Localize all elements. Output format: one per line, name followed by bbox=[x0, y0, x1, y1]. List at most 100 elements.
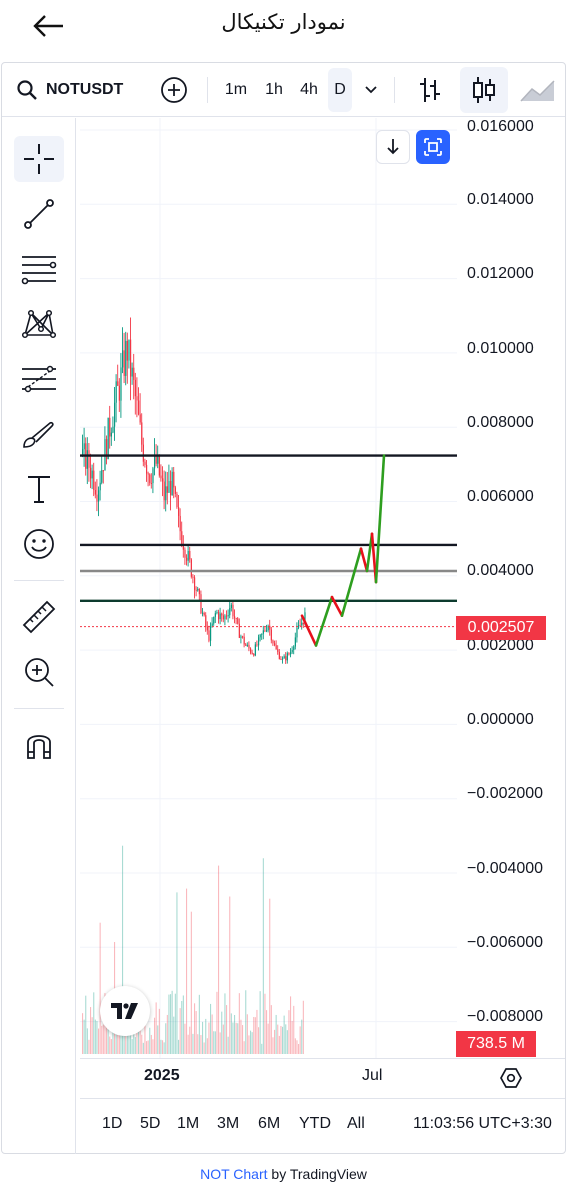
timeframe-d[interactable]: D bbox=[328, 68, 352, 112]
volume-bar bbox=[278, 1035, 280, 1054]
volume-bar bbox=[226, 1005, 228, 1054]
area-chart-type-button[interactable] bbox=[518, 63, 558, 117]
candle-body bbox=[106, 439, 108, 459]
text-tool[interactable] bbox=[14, 466, 64, 512]
volume-bar bbox=[243, 1041, 245, 1054]
time-axis-label: Jul bbox=[362, 1067, 383, 1084]
volume-bar bbox=[301, 1019, 303, 1054]
range-all[interactable]: All bbox=[347, 1115, 365, 1132]
toolbar-divider bbox=[207, 77, 208, 103]
volume-bar bbox=[222, 1024, 224, 1054]
fib-levels-tool[interactable] bbox=[14, 246, 64, 292]
volume-bar bbox=[248, 1035, 250, 1054]
magnet-icon bbox=[27, 735, 51, 759]
volume-bar bbox=[211, 1014, 213, 1054]
volume-bar bbox=[154, 1017, 156, 1054]
symbol-chart-link[interactable]: NOT Chart bbox=[200, 1166, 268, 1182]
range-1m[interactable]: 1M bbox=[177, 1115, 200, 1132]
volume-bar bbox=[290, 996, 292, 1054]
chevron-down-icon bbox=[365, 86, 377, 94]
drawing-toolbar bbox=[2, 118, 76, 1154]
volume-bar bbox=[157, 1025, 159, 1054]
measure-tool[interactable] bbox=[14, 594, 64, 640]
price-axis[interactable]: 0.016000 0.014000 0.012000 0.010000 0.00… bbox=[457, 118, 565, 1058]
scroll-to-realtime-button[interactable] bbox=[376, 130, 410, 164]
magnet-mode-tool[interactable] bbox=[14, 722, 64, 768]
bars-chart-type-button[interactable] bbox=[410, 63, 450, 117]
candle-body bbox=[142, 444, 144, 462]
price-axis-label: 0.006000 bbox=[467, 488, 534, 505]
volume-bar bbox=[134, 1037, 136, 1054]
chart-clock[interactable]: 11:03:56 UTC+3:30 bbox=[413, 1115, 552, 1132]
volume-bar bbox=[266, 1010, 268, 1054]
candle-body bbox=[146, 464, 148, 474]
candle-body bbox=[195, 589, 197, 591]
crosshair-tool[interactable] bbox=[14, 136, 64, 182]
range-1d[interactable]: 1D bbox=[102, 1115, 123, 1132]
volume-bar bbox=[130, 1024, 132, 1054]
candle-body bbox=[118, 385, 120, 401]
volume-bar bbox=[206, 1038, 208, 1054]
symbol-search-button[interactable]: NOTUSDT bbox=[16, 63, 146, 117]
chart-pane[interactable] bbox=[80, 118, 457, 1058]
candle-body bbox=[285, 656, 287, 661]
ruler-icon bbox=[22, 600, 56, 634]
volume-bar bbox=[251, 1032, 253, 1054]
emoji-tool[interactable] bbox=[14, 521, 64, 567]
range-6m[interactable]: 6M bbox=[258, 1115, 281, 1132]
candle-body bbox=[304, 612, 306, 625]
candle-body bbox=[293, 646, 295, 651]
compare-symbol-button[interactable] bbox=[154, 63, 194, 117]
volume-bar bbox=[176, 892, 178, 1054]
range-3m[interactable]: 3M bbox=[217, 1115, 240, 1132]
volume-bar bbox=[262, 858, 264, 1054]
volume-bar bbox=[259, 991, 261, 1054]
timeframe-4h[interactable]: 4h bbox=[300, 81, 318, 98]
forecast-icon bbox=[22, 365, 56, 393]
auto-scale-button[interactable] bbox=[416, 130, 450, 164]
candle-body bbox=[150, 482, 152, 484]
candle-body bbox=[91, 470, 93, 479]
volume-bar bbox=[106, 1018, 108, 1054]
range-5d[interactable]: 5D bbox=[140, 1115, 161, 1132]
volume-bar bbox=[195, 1011, 197, 1054]
volume-bar bbox=[190, 911, 192, 1054]
last-price-label: 0.002507 bbox=[456, 616, 546, 640]
volume-bar bbox=[272, 1037, 274, 1054]
volume-bar bbox=[163, 1042, 165, 1054]
forecast-tool[interactable] bbox=[14, 356, 64, 402]
timeframe-1h[interactable]: 1h bbox=[265, 81, 283, 98]
candle-body bbox=[274, 643, 276, 646]
volume-bar bbox=[192, 1033, 194, 1054]
candle-body bbox=[282, 658, 284, 660]
volume-bar bbox=[85, 995, 87, 1054]
volume-bar bbox=[152, 1039, 154, 1054]
zoom-in-tool[interactable] bbox=[14, 649, 64, 695]
chart-settings-button[interactable] bbox=[498, 1065, 524, 1091]
trend-line-tool[interactable] bbox=[14, 191, 64, 237]
volume-bar bbox=[277, 1024, 279, 1054]
timeframe-1m[interactable]: 1m bbox=[224, 81, 248, 98]
chart-toolbar: NOTUSDT 1m 1h 4h D bbox=[2, 63, 565, 117]
volume-bar bbox=[170, 994, 172, 1054]
candle-body bbox=[277, 649, 279, 652]
candle-body bbox=[136, 396, 138, 401]
candles-chart-type-button[interactable] bbox=[460, 67, 508, 113]
candle-body bbox=[245, 644, 247, 646]
time-axis[interactable]: 2025 Jul bbox=[80, 1058, 565, 1096]
volume-bar bbox=[91, 1017, 93, 1054]
price-axis-label: −0.006000 bbox=[467, 934, 544, 951]
back-button[interactable] bbox=[28, 10, 68, 42]
tradingview-logo-button[interactable] bbox=[100, 986, 150, 1036]
pattern-tool[interactable] bbox=[14, 301, 64, 347]
range-ytd[interactable]: YTD bbox=[299, 1115, 331, 1132]
volume-bar bbox=[230, 1013, 232, 1054]
candle-body bbox=[270, 629, 272, 641]
candle-body bbox=[251, 652, 253, 655]
candle-body bbox=[229, 607, 231, 616]
candle-body bbox=[141, 422, 143, 445]
timeframe-menu-button[interactable] bbox=[358, 63, 384, 117]
brush-tool[interactable] bbox=[14, 411, 64, 457]
volume-bar bbox=[267, 1023, 269, 1054]
volume-bar bbox=[291, 1020, 293, 1054]
